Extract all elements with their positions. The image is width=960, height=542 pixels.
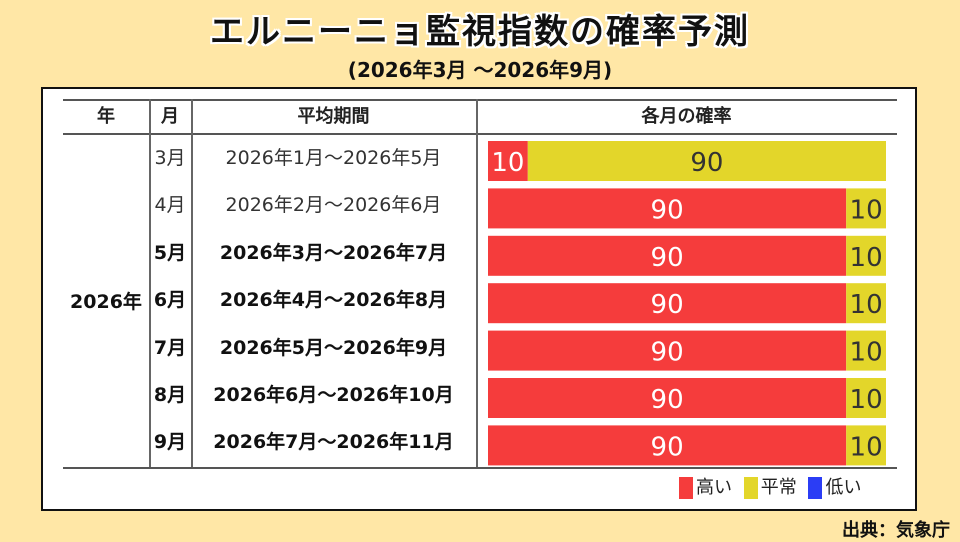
table-bottom-rule	[63, 467, 897, 469]
source-credit: 出典：気象庁	[842, 520, 950, 541]
bar-segment	[488, 235, 847, 276]
legend-normal-swatch	[743, 477, 758, 499]
header-probability: 各月の確率	[641, 106, 732, 127]
year-label: 2026年	[70, 291, 142, 313]
bar-segment	[488, 188, 847, 229]
bar-segment	[846, 378, 886, 418]
legend-high: 高い	[679, 475, 732, 501]
header-period: 平均期間	[297, 106, 370, 127]
row-period: 2026年1月～2026年5月	[225, 147, 442, 169]
bar-segment	[488, 141, 528, 181]
bar-segment	[488, 378, 847, 418]
table-header-rule	[63, 133, 897, 135]
row-month: 3月	[154, 147, 186, 169]
row-period: 2026年2月～2026年6月	[225, 194, 442, 217]
row-month: 8月	[153, 384, 187, 406]
forecast-table: 年 月 平均期間 各月の確率 2026年 3月 2026年1月～2026年5月 4月…	[43, 89, 919, 513]
row-month: 9月	[153, 431, 187, 454]
col-divider-year	[149, 99, 151, 467]
row-month: 4月	[154, 194, 186, 217]
forecast-panel: 年 月 平均期間 各月の確率 2026年 3月 2026年1月～2026年5月 4月…	[41, 87, 917, 511]
row-period: 2026年5月～2026年9月	[219, 336, 448, 359]
bar-segment	[846, 425, 886, 466]
legend-normal-label: 平常	[760, 477, 797, 498]
legend-low: 低い	[808, 475, 861, 501]
bar-value-label: 90	[651, 338, 684, 368]
row-period: 2026年4月～2026年8月	[219, 289, 448, 312]
bar-segment	[846, 188, 886, 229]
header-year: 年	[97, 106, 115, 127]
page-subtitle: (2026年3月 ～2026年9月)	[347, 58, 613, 82]
col-divider-month	[191, 99, 193, 467]
bar-value-label: 90	[651, 195, 684, 225]
bar-value-label: 10	[850, 243, 883, 273]
header-month: 月	[161, 106, 179, 127]
row-period: 2026年3月～2026年7月	[219, 241, 448, 264]
bar-segment	[527, 141, 886, 181]
row-month: 6月	[153, 289, 187, 312]
bar-value-label: 10	[850, 385, 883, 415]
bar-value-label: 10	[491, 148, 524, 178]
bar-segment	[846, 283, 886, 324]
table-top-rule	[63, 99, 897, 101]
legend-high-swatch	[679, 477, 693, 499]
bar-segment	[488, 425, 847, 466]
bar-segment	[846, 330, 886, 371]
row-month: 5月	[153, 241, 187, 264]
legend: 高い 平常 低い	[673, 475, 861, 501]
bar-value-label: 90	[690, 148, 723, 178]
bar-value-label: 10	[850, 338, 883, 368]
bar-value-label: 10	[850, 432, 883, 462]
legend-low-label: 低い	[825, 477, 862, 498]
legend-low-swatch	[808, 477, 823, 499]
bar-value-label: 90	[651, 432, 684, 462]
row-month: 7月	[153, 336, 187, 359]
legend-high-label: 高い	[696, 477, 732, 498]
bar-value-label: 10	[850, 195, 883, 225]
bar-value-label: 10	[850, 290, 883, 320]
col-divider-period	[476, 99, 478, 467]
bar-value-label: 90	[651, 290, 684, 320]
row-period: 2026年7月～2026年11月	[213, 431, 454, 454]
bar-value-label: 90	[651, 243, 684, 273]
legend-normal: 平常	[743, 475, 797, 501]
page-title: エルニーニョ監視指数の確率予測	[210, 12, 750, 52]
bar-segment	[488, 330, 847, 371]
row-period: 2026年6月～2026年10月	[213, 384, 454, 406]
bar-segment	[488, 283, 847, 324]
bar-segment	[846, 235, 886, 276]
bar-value-label: 90	[651, 385, 684, 415]
